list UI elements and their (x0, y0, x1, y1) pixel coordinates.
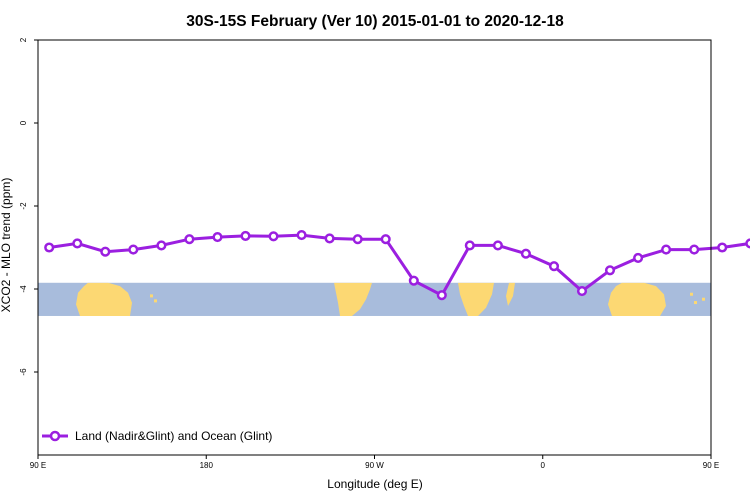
data-point (72, 238, 83, 249)
data-point (128, 244, 139, 255)
ocean-band (38, 282, 711, 316)
australia-right (608, 282, 666, 316)
y-tick-label: -4 (19, 285, 28, 293)
data-point (436, 290, 447, 301)
data-point (576, 286, 588, 297)
island-fragment (690, 292, 693, 296)
map-strip (38, 282, 711, 316)
island-fragment (150, 294, 153, 298)
x-tick-label: 90 W (365, 461, 384, 470)
y-tick-label: -6 (19, 368, 28, 376)
data-point (464, 240, 475, 251)
data-point (184, 234, 195, 245)
data-point (661, 244, 672, 255)
x-tick-label: 0 (541, 461, 546, 470)
chart-title: 30S-15S February (Ver 10) 2015-01-01 to … (186, 13, 564, 30)
island-fragment (694, 301, 697, 305)
x-tick-label: 180 (200, 461, 214, 470)
x-axis-label: Longitude (deg E) (327, 477, 422, 491)
data-point (633, 252, 644, 263)
legend-marker (49, 430, 61, 442)
south-america (334, 282, 372, 316)
data-point (689, 244, 700, 255)
x-tick-label: 90 E (30, 461, 46, 470)
data-point (212, 232, 223, 243)
island-fragment (154, 299, 157, 303)
data-point (352, 234, 363, 245)
data-point (745, 238, 750, 249)
legend-entry-label: Land (Nadir&Glint) and Ocean (Glint) (75, 429, 272, 443)
data-point (240, 230, 251, 241)
series-points (44, 230, 750, 301)
legend: Land (Nadir&Glint) and Ocean (Glint) (42, 429, 272, 443)
data-point (296, 230, 307, 241)
data-point (520, 248, 531, 259)
plot-area (38, 230, 750, 316)
x-axis-ticks: 90 E 180 90 W 0 90 E (30, 455, 719, 470)
data-point (717, 242, 728, 253)
land-masses (76, 282, 705, 316)
y-axis-ticks: 2 0 -2 -4 -6 (19, 37, 38, 376)
madagascar (506, 282, 515, 306)
y-axis-label: XCO2 - MLO trend (ppm) (0, 178, 13, 313)
data-point (380, 234, 391, 245)
data-point (548, 261, 560, 272)
australia-left (76, 282, 132, 316)
data-point (156, 240, 167, 251)
data-point (492, 240, 503, 251)
x-tick-label: 90 E (703, 461, 719, 470)
data-point (100, 246, 111, 257)
y-tick-label: 0 (19, 120, 28, 125)
data-point (268, 231, 279, 242)
data-point (604, 265, 616, 276)
data-point (44, 242, 55, 253)
southern-africa (458, 282, 494, 316)
y-tick-label: -2 (19, 202, 28, 210)
y-tick-label: 2 (19, 37, 28, 42)
island-fragment (702, 297, 705, 301)
data-point (324, 233, 335, 244)
data-point (408, 275, 419, 286)
